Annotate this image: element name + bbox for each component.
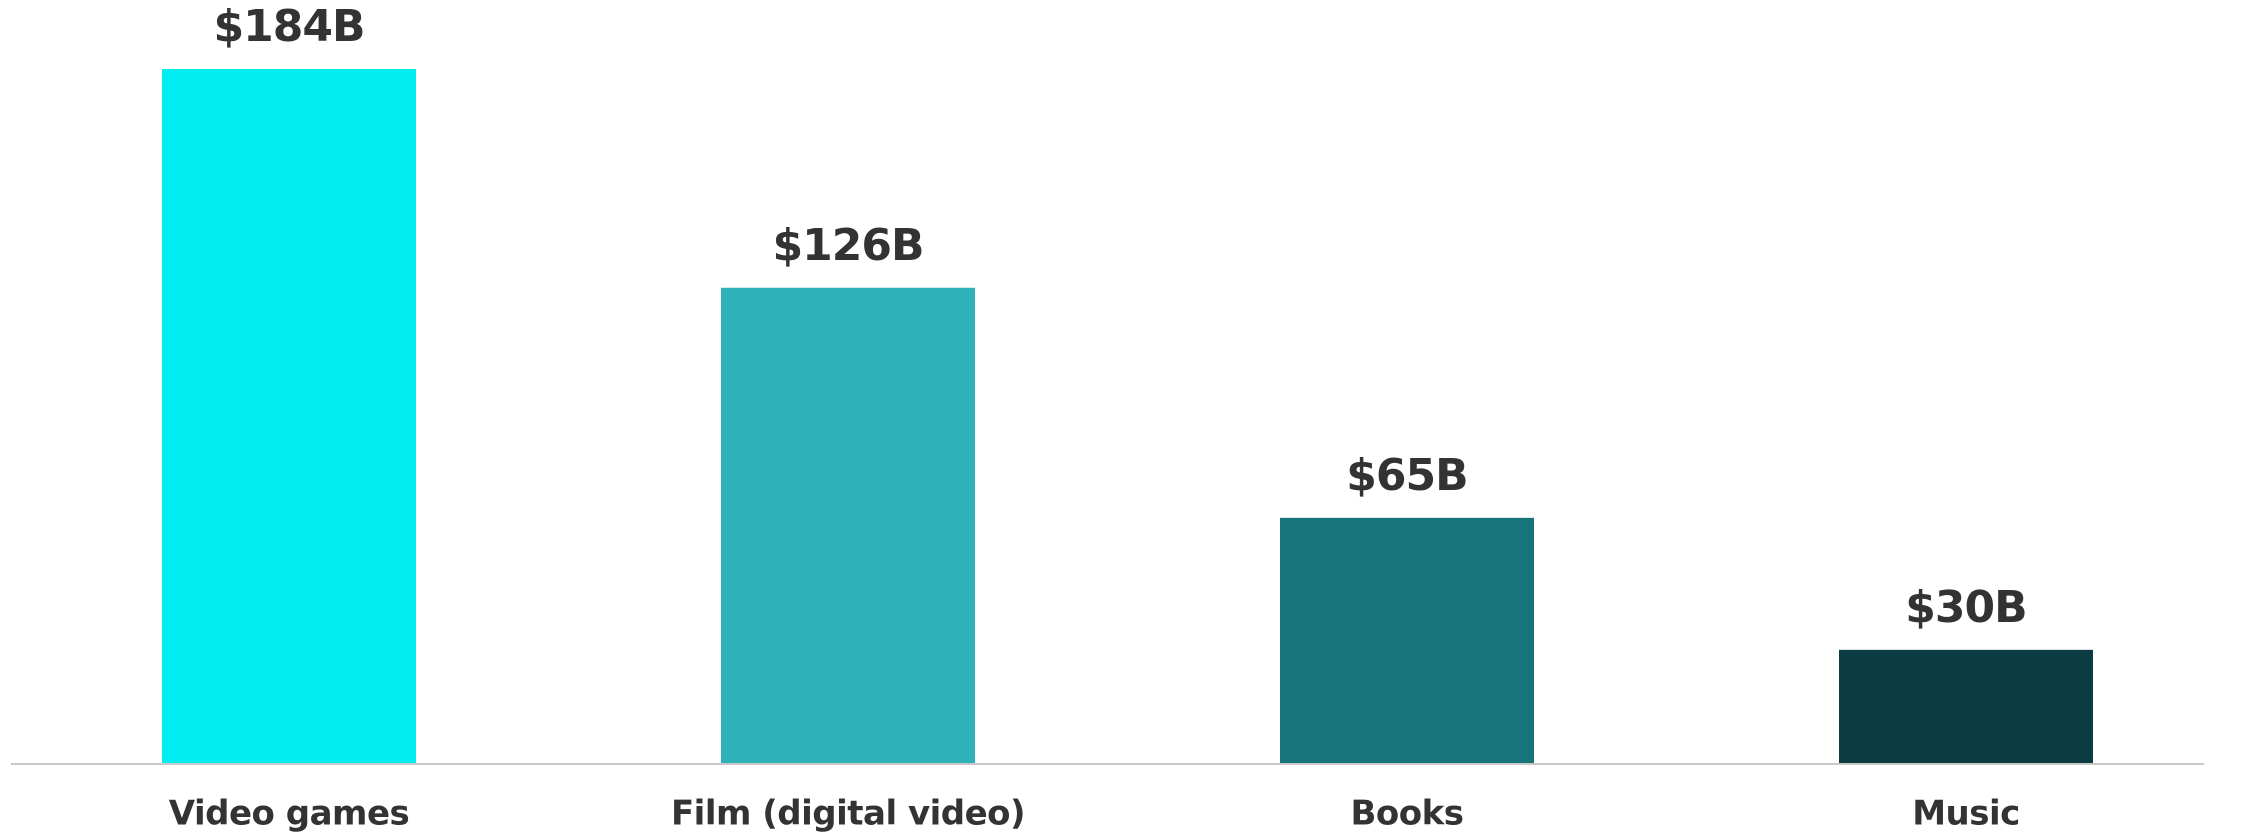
bar xyxy=(721,287,975,763)
bar xyxy=(1839,649,2093,763)
value-label: $184B xyxy=(214,1,365,52)
value-label: $126B xyxy=(773,220,924,271)
x-tick-label: Music xyxy=(1912,794,2020,834)
x-tick-label: Film (digital video) xyxy=(671,794,1025,834)
value-label: $65B xyxy=(1346,450,1467,501)
x-tick-label: Books xyxy=(1351,794,1464,834)
bar xyxy=(162,69,416,763)
bar xyxy=(1280,517,1534,763)
x-tick-label: Video games xyxy=(169,794,409,834)
value-label: $30B xyxy=(1905,582,2026,633)
